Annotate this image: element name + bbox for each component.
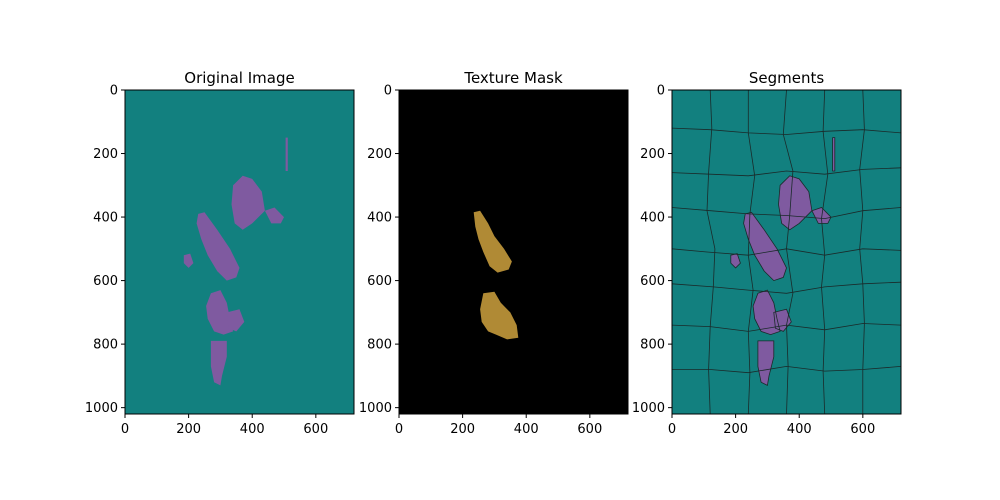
x-tick-label: 0 — [395, 422, 403, 437]
y-tick-label: 400 — [367, 211, 392, 226]
segment-boundary — [811, 207, 832, 224]
segment-boundary — [773, 308, 792, 332]
texture-region — [210, 340, 227, 386]
texture-region — [743, 212, 787, 281]
segment-boundary — [782, 90, 794, 414]
segment-boundary — [672, 167, 901, 177]
texture-region — [206, 290, 234, 335]
segment-boundary — [743, 211, 787, 282]
x-tick-label: 200 — [723, 422, 748, 437]
panel-title: Segments — [749, 69, 825, 87]
texture-region — [757, 340, 774, 386]
segment-boundary — [706, 90, 716, 414]
x-tick-label: 400 — [514, 422, 539, 437]
y-tick-label: 0 — [110, 84, 118, 99]
y-tick-label: 600 — [93, 274, 118, 289]
x-tick-label: 600 — [850, 422, 875, 437]
mask-region — [480, 291, 519, 340]
texture-region — [226, 309, 245, 332]
y-tick-label: 600 — [367, 274, 392, 289]
y-tick-label: 200 — [367, 147, 392, 162]
image-background — [125, 90, 354, 414]
y-tick-label: 200 — [93, 147, 118, 162]
panel-segments: Segments 0 200 400 600 0 200 400 600 800 1000 — [632, 69, 902, 437]
x-tick-label: 600 — [577, 422, 602, 437]
y-tick-label: 400 — [93, 211, 118, 226]
segment-boundary — [757, 340, 775, 387]
segment-boundary — [832, 137, 836, 172]
y-tick-label: 0 — [657, 84, 665, 99]
x-tick-label: 600 — [303, 422, 328, 437]
axes-frame — [671, 89, 902, 415]
axes-frame — [124, 89, 355, 415]
segment-boundary — [672, 127, 901, 135]
x-tick-label: 200 — [176, 422, 201, 437]
y-tick-label: 800 — [93, 338, 118, 353]
x-tick-label: 400 — [787, 422, 812, 437]
y-tick-label: 1000 — [359, 401, 392, 416]
y-tick-label: 800 — [367, 338, 392, 353]
x-tick-label: 200 — [450, 422, 475, 437]
y-tick-label: 1000 — [632, 401, 665, 416]
texture-region — [778, 175, 812, 230]
axes-frame — [398, 89, 629, 415]
mask-region — [473, 210, 512, 273]
image-background — [399, 90, 628, 414]
panel-title: Original Image — [184, 69, 294, 87]
y-tick-label: 1000 — [85, 401, 118, 416]
texture-region — [753, 290, 781, 335]
segment-boundary — [821, 90, 829, 414]
texture-region — [285, 137, 288, 171]
panel-original-image: Original Image 0 200 400 600 0 200 400 600 800 100… — [85, 69, 355, 437]
y-tick-label: 400 — [640, 211, 665, 226]
x-tick-label: 0 — [668, 422, 676, 437]
texture-region — [832, 137, 835, 171]
segment-boundary — [747, 90, 756, 414]
texture-region — [196, 212, 240, 281]
x-tick-label: 400 — [240, 422, 265, 437]
texture-region — [231, 175, 265, 230]
segment-boundary — [778, 175, 813, 231]
segment-boundary — [752, 289, 781, 336]
y-tick-label: 200 — [640, 147, 665, 162]
x-tick-label: 0 — [121, 422, 129, 437]
y-tick-label: 800 — [640, 338, 665, 353]
panel-texture-mask: Texture Mask 0 200 400 600 0 200 400 600 800 1000 — [359, 69, 629, 437]
texture-region — [264, 207, 284, 224]
segment-boundary — [859, 90, 865, 414]
y-tick-label: 0 — [384, 84, 392, 99]
y-tick-label: 600 — [640, 274, 665, 289]
texture-region — [183, 253, 194, 268]
segment-boundary — [730, 253, 741, 269]
panel-title: Texture Mask — [463, 69, 563, 87]
